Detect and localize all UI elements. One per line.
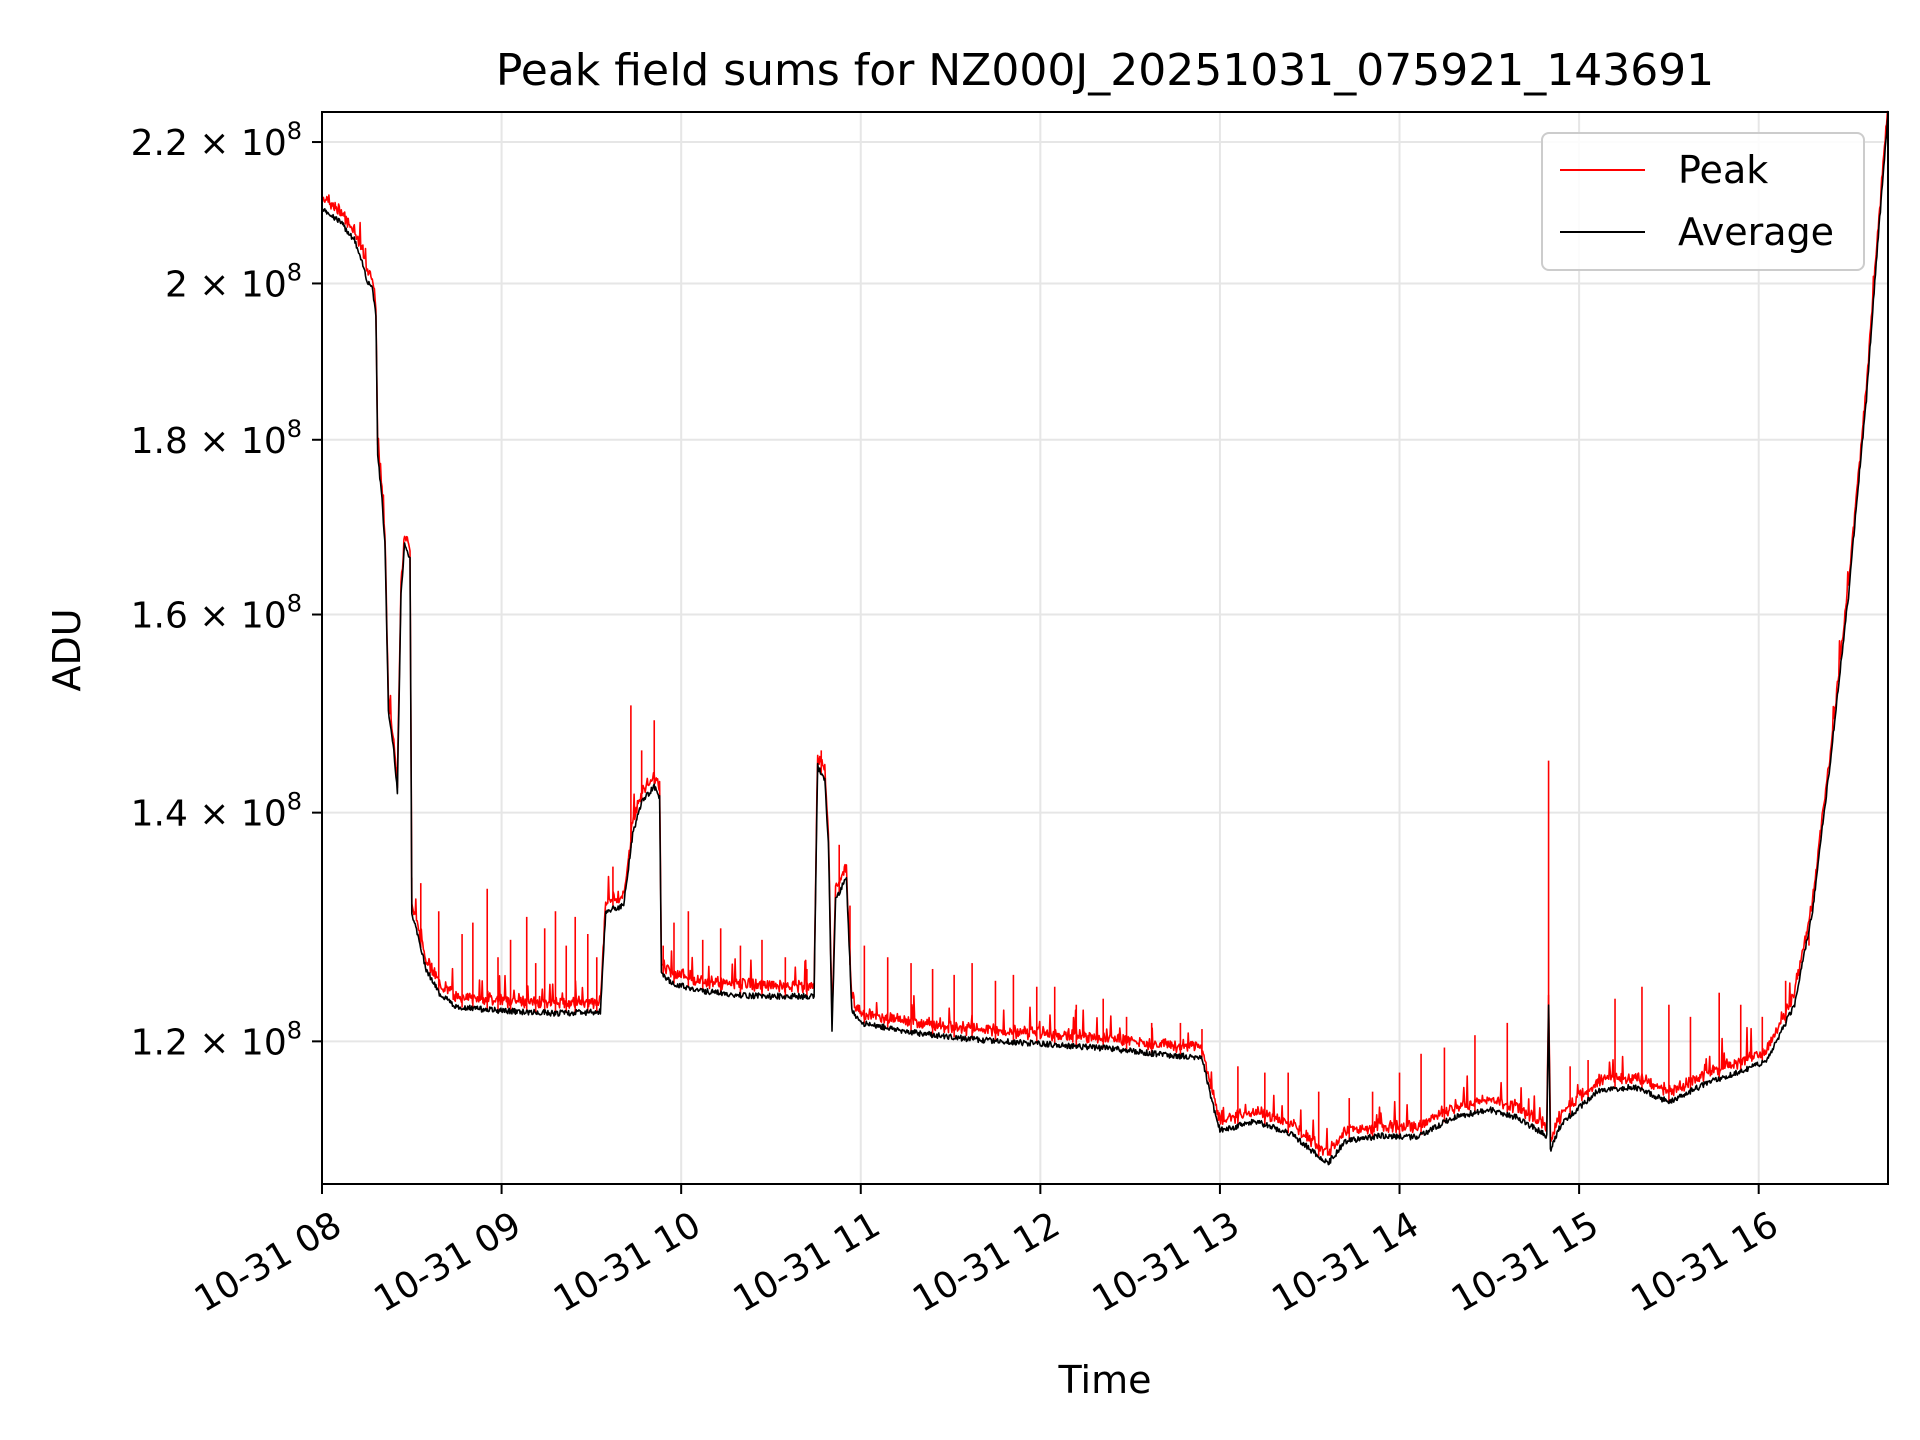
- y-tick-exponent: 8: [287, 590, 302, 618]
- series-line-average: [321, 115, 1889, 1166]
- y-tick-times: × 10: [188, 123, 287, 164]
- y-tick-mantissa: 1.6: [131, 596, 188, 637]
- y-tick-label: 1.8 × 108: [131, 415, 302, 462]
- chart-title: Peak field sums for NZ000J_20251031_0759…: [496, 45, 1714, 96]
- y-tick-exponent: 8: [287, 415, 302, 443]
- y-tick-times: × 10: [188, 264, 287, 305]
- y-tick-mantissa: 2: [165, 264, 188, 305]
- y-tick-exponent: 8: [287, 1016, 302, 1044]
- y-tick-mantissa: 1.4: [131, 794, 188, 835]
- y-tick-exponent: 8: [287, 117, 302, 145]
- y-tick-label: 1.6 × 108: [131, 590, 302, 637]
- y-tick-label: 2 × 108: [165, 258, 302, 305]
- y-tick-label: 1.4 × 108: [131, 788, 302, 835]
- y-tick-mantissa: 1.2: [131, 1022, 188, 1063]
- series-line-peak: [321, 110, 1889, 1156]
- y-axis-label: ADU: [45, 608, 89, 691]
- y-tick-times: × 10: [188, 794, 287, 835]
- y-tick-times: × 10: [188, 1022, 287, 1063]
- y-tick-label: 2.2 × 108: [131, 117, 302, 164]
- x-axis-label: Time: [1058, 1358, 1152, 1402]
- y-tick-exponent: 8: [287, 258, 302, 286]
- peak-spikes: [410, 705, 1810, 1157]
- legend-label-peak: Peak: [1678, 148, 1768, 192]
- y-tick-times: × 10: [188, 596, 287, 637]
- plot-frame: [321, 111, 1889, 1185]
- series-layer: [321, 110, 1889, 1166]
- legend-label-average: Average: [1678, 210, 1834, 254]
- y-tick-label: 1.2 × 108: [131, 1016, 302, 1063]
- legend-frame: [1541, 132, 1865, 271]
- y-tick-times: × 10: [188, 421, 287, 462]
- y-tick-mantissa: 2.2: [131, 123, 188, 164]
- y-tick-mantissa: 1.8: [131, 421, 188, 462]
- legend: Peak Average: [1541, 132, 1865, 271]
- y-tick-exponent: 8: [287, 788, 302, 816]
